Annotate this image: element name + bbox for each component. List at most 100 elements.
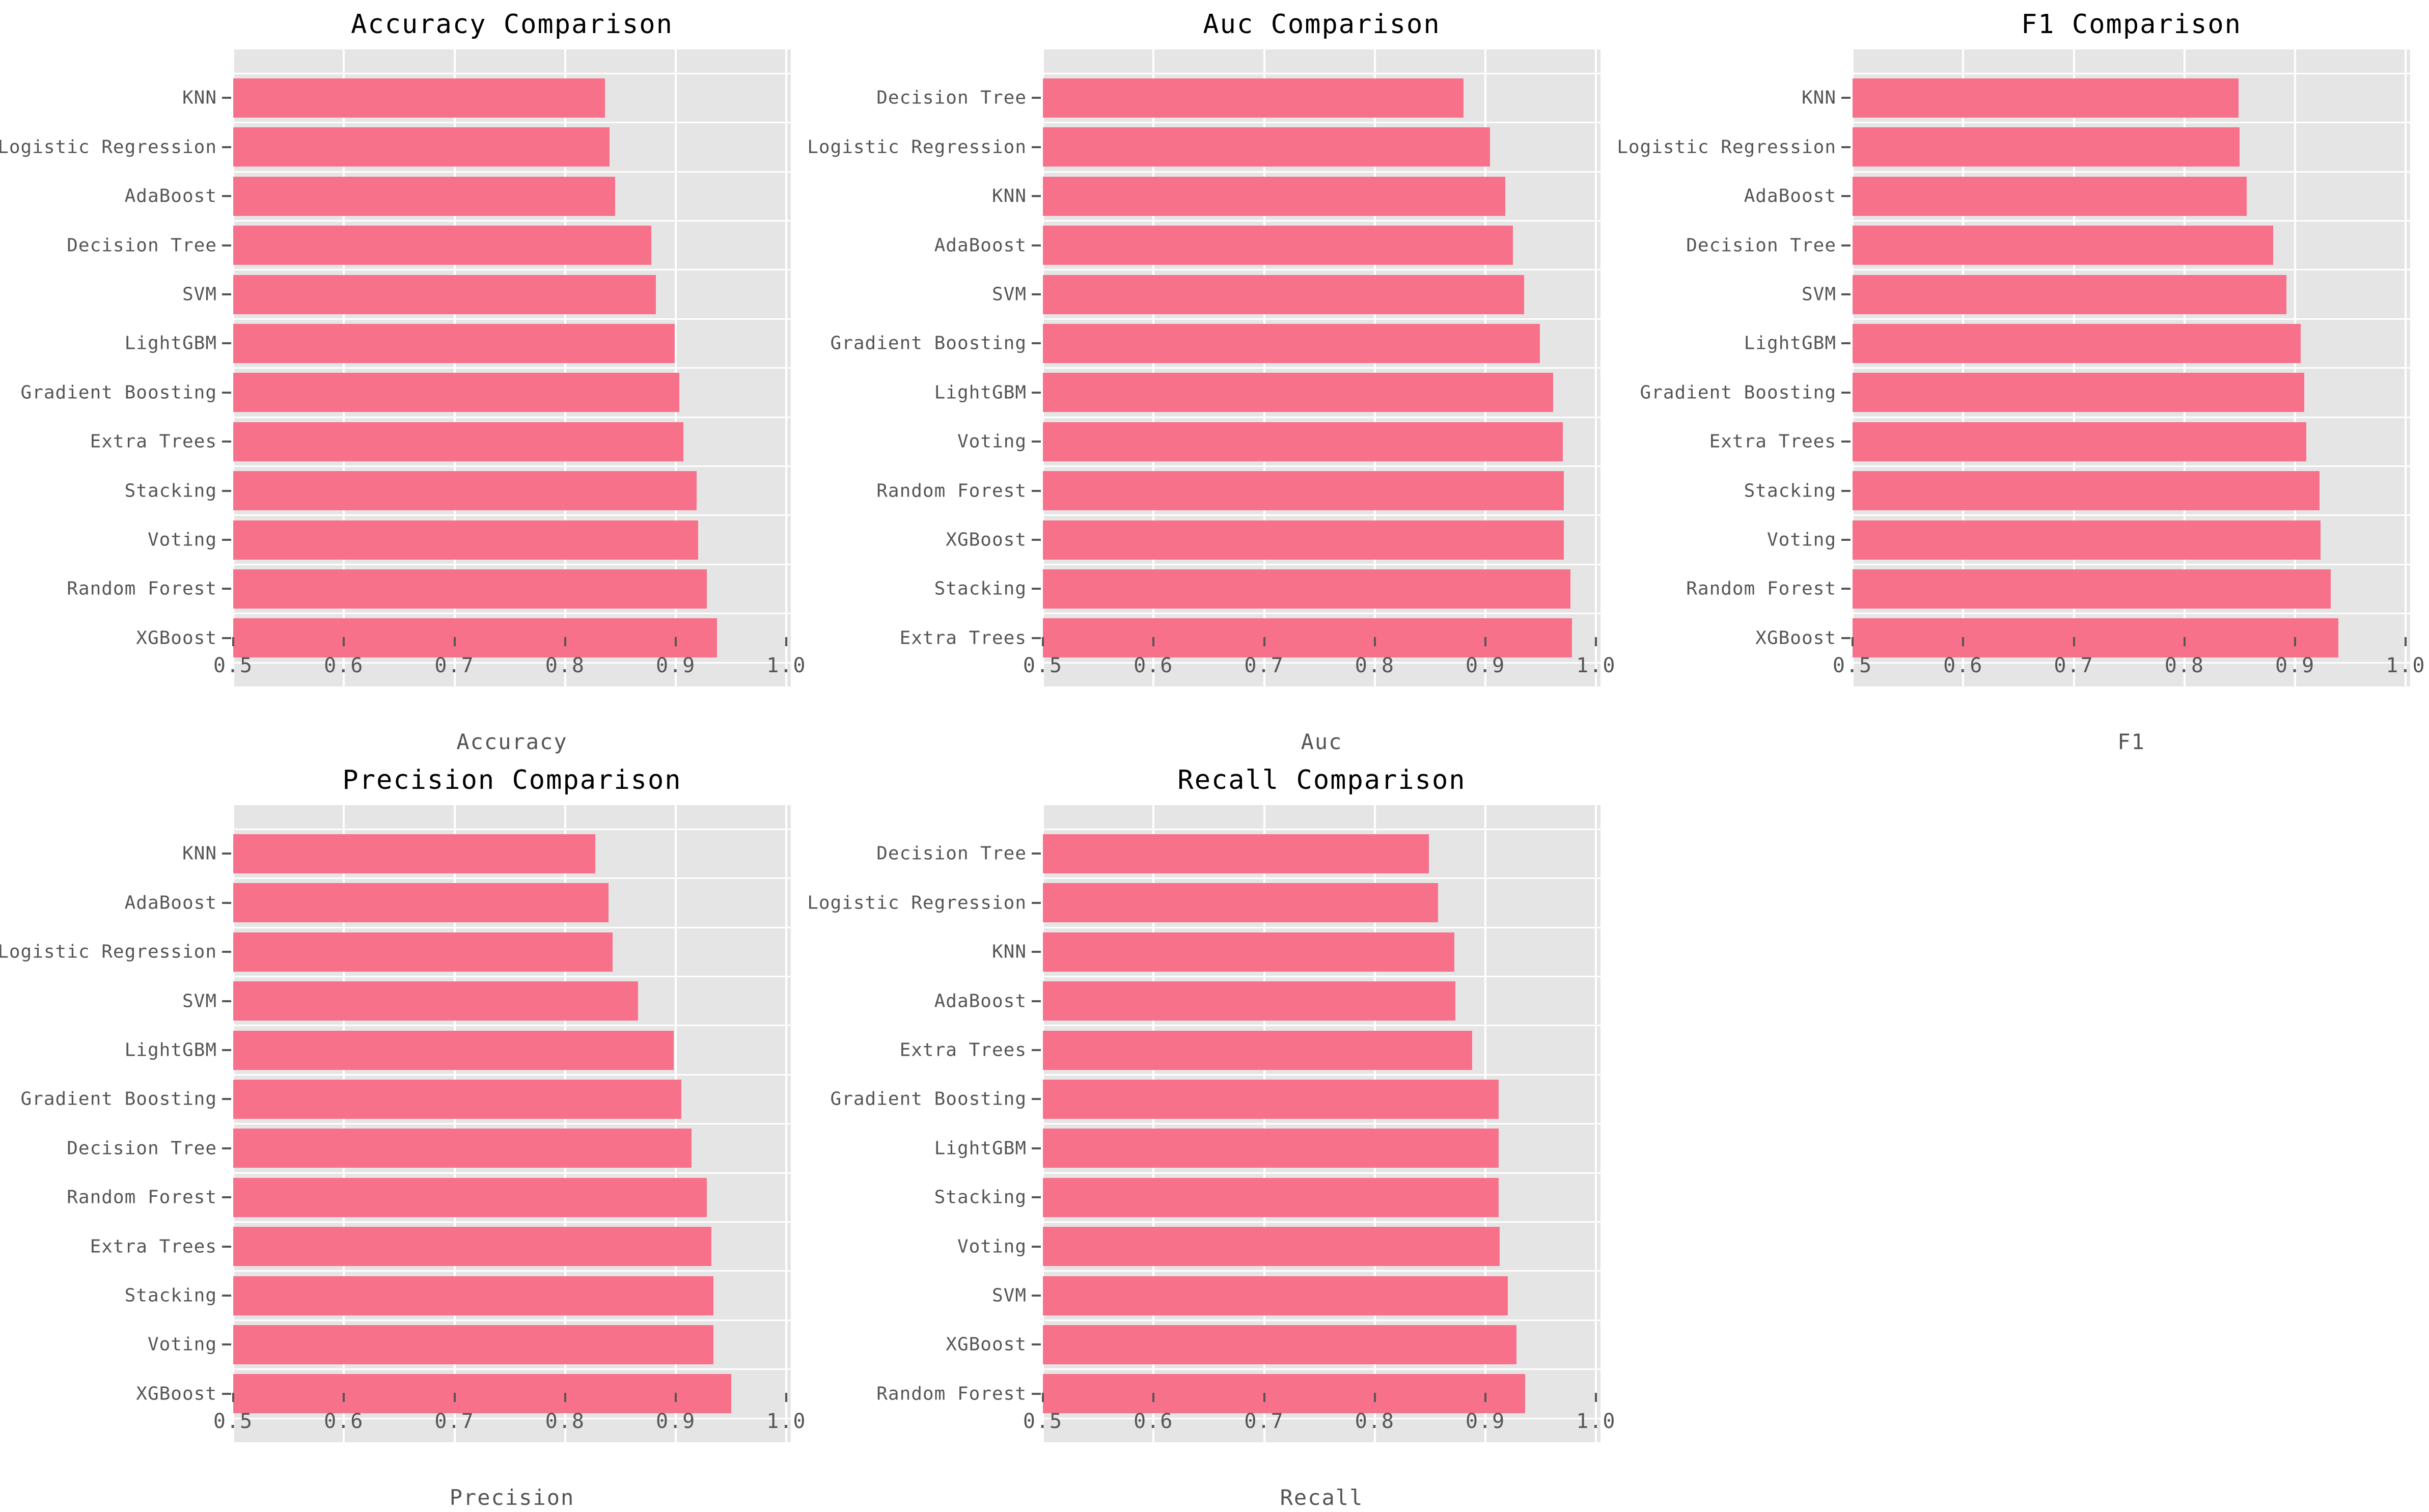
x-tick <box>453 637 456 646</box>
y-tick <box>1032 539 1041 541</box>
y-tick-label: XGBoost <box>1755 627 1836 649</box>
gridline-vertical <box>1373 49 1376 686</box>
gridline-horizontal <box>233 269 791 271</box>
y-tick <box>1032 342 1041 345</box>
bar-knn <box>1043 176 1506 216</box>
y-tick-label: Random Forest <box>876 1383 1027 1405</box>
gridline-horizontal <box>1043 1025 1600 1027</box>
y-tick-label: Extra Trees <box>899 627 1027 649</box>
y-tick-label: KNN <box>991 941 1027 963</box>
bar-random-forest <box>1043 471 1564 511</box>
bar-logistic-regression <box>233 127 610 167</box>
x-tick <box>1152 637 1155 646</box>
y-tick-label: SVM <box>182 991 217 1012</box>
y-tick-label: Voting <box>957 431 1027 452</box>
x-tick <box>1373 1393 1376 1402</box>
plot-area <box>1852 49 2410 686</box>
gridline-horizontal <box>1043 1074 1600 1076</box>
x-tick-label: 0.6 <box>1943 654 1983 677</box>
bar-logistic-regression <box>1853 127 2240 167</box>
bar-xgboost <box>1043 1325 1516 1364</box>
x-axis-label: Recall <box>1280 1485 1364 1510</box>
gridline-vertical <box>2405 49 2407 686</box>
empty-cell <box>1619 756 2429 1512</box>
x-tick-label: 0.5 <box>213 654 254 677</box>
y-tick-label: Logistic Regression <box>1617 136 1836 158</box>
gridline-horizontal <box>1043 975 1600 977</box>
gridline-horizontal <box>233 318 791 320</box>
y-tick <box>222 1196 231 1199</box>
y-tick-label: Logistic Regression <box>0 941 217 963</box>
y-tick-label: Logistic Regression <box>807 892 1027 914</box>
y-tick-label: Decision Tree <box>876 843 1027 864</box>
y-tick <box>222 853 231 855</box>
y-tick <box>222 901 231 904</box>
y-tick-label: SVM <box>1801 284 1836 305</box>
gridline-vertical <box>1042 49 1044 686</box>
gridline-horizontal <box>233 1221 791 1223</box>
x-tick-label: 0.8 <box>1355 1410 1395 1433</box>
bar-svm <box>1043 274 1525 314</box>
gridline-horizontal <box>1043 613 1600 615</box>
gridline-horizontal <box>233 219 791 222</box>
bar-decision-tree <box>1043 834 1429 873</box>
x-tick <box>1042 1393 1044 1402</box>
y-tick-label: SVM <box>991 1285 1027 1306</box>
bar-lightgbm <box>233 323 675 363</box>
y-tick-label: Gradient Boosting <box>20 382 217 403</box>
gridline-vertical <box>675 805 677 1442</box>
y-tick-label: LightGBM <box>124 333 217 354</box>
gridline-horizontal <box>1043 926 1600 928</box>
bar-gradient-boosting <box>1043 1079 1499 1119</box>
x-tick <box>343 1393 345 1402</box>
y-tick-label: Voting <box>1766 529 1836 551</box>
gridline-vertical <box>1962 49 1965 686</box>
y-tick <box>222 342 231 345</box>
chart-title: F1 Comparison <box>2021 9 2242 40</box>
x-tick <box>675 637 677 646</box>
gridline-vertical <box>1042 805 1044 1442</box>
gridline-horizontal <box>233 72 791 74</box>
y-tick-label: Logistic Regression <box>0 136 217 158</box>
y-tick <box>1841 489 1851 492</box>
y-tick-label: Stacking <box>124 480 217 502</box>
x-tick-label: 1.0 <box>2386 654 2426 677</box>
y-tick <box>1032 441 1041 443</box>
gridline-vertical <box>785 805 788 1442</box>
x-tick-label: 0.6 <box>1134 654 1174 677</box>
x-tick <box>1595 637 1597 646</box>
y-tick-label: AdaBoost <box>124 185 217 207</box>
y-tick <box>1032 1295 1041 1297</box>
gridline-vertical <box>1484 805 1487 1442</box>
y-tick-label: Gradient Boosting <box>20 1088 217 1110</box>
gridline-vertical <box>1152 805 1155 1442</box>
gridline-horizontal <box>1853 72 2410 74</box>
gridline-horizontal <box>233 122 791 124</box>
x-tick <box>785 637 788 646</box>
x-tick <box>2183 637 2186 646</box>
bar-knn <box>1853 78 2239 118</box>
gridline-vertical <box>1263 49 1265 686</box>
y-tick <box>1841 146 1851 148</box>
y-tick <box>1032 1245 1041 1248</box>
y-tick <box>222 293 231 295</box>
bar-lightgbm <box>233 1030 674 1070</box>
bar-xgboost <box>1853 618 2338 658</box>
y-tick <box>222 1392 231 1395</box>
y-tick-label: Logistic Regression <box>807 136 1027 158</box>
x-axis-label: Precision <box>449 1485 575 1510</box>
x-tick-label: 0.6 <box>1134 1410 1174 1433</box>
gridline-horizontal <box>233 662 791 664</box>
gridline-vertical <box>453 49 456 686</box>
y-tick-label: Decision Tree <box>1686 235 1836 256</box>
gridline-horizontal <box>1853 318 2410 320</box>
gridline-horizontal <box>1043 318 1600 320</box>
bar-voting <box>1043 422 1563 461</box>
chart-title: Recall Comparison <box>1177 765 1466 795</box>
gridline-horizontal <box>1043 877 1600 879</box>
gridline-horizontal <box>1043 563 1600 565</box>
x-tick <box>1042 637 1044 646</box>
x-tick <box>1852 637 1854 646</box>
x-tick-label: 0.8 <box>545 1410 585 1433</box>
chart-precision: Precision Comparison Precision KNN AdaBoo… <box>0 756 810 1512</box>
